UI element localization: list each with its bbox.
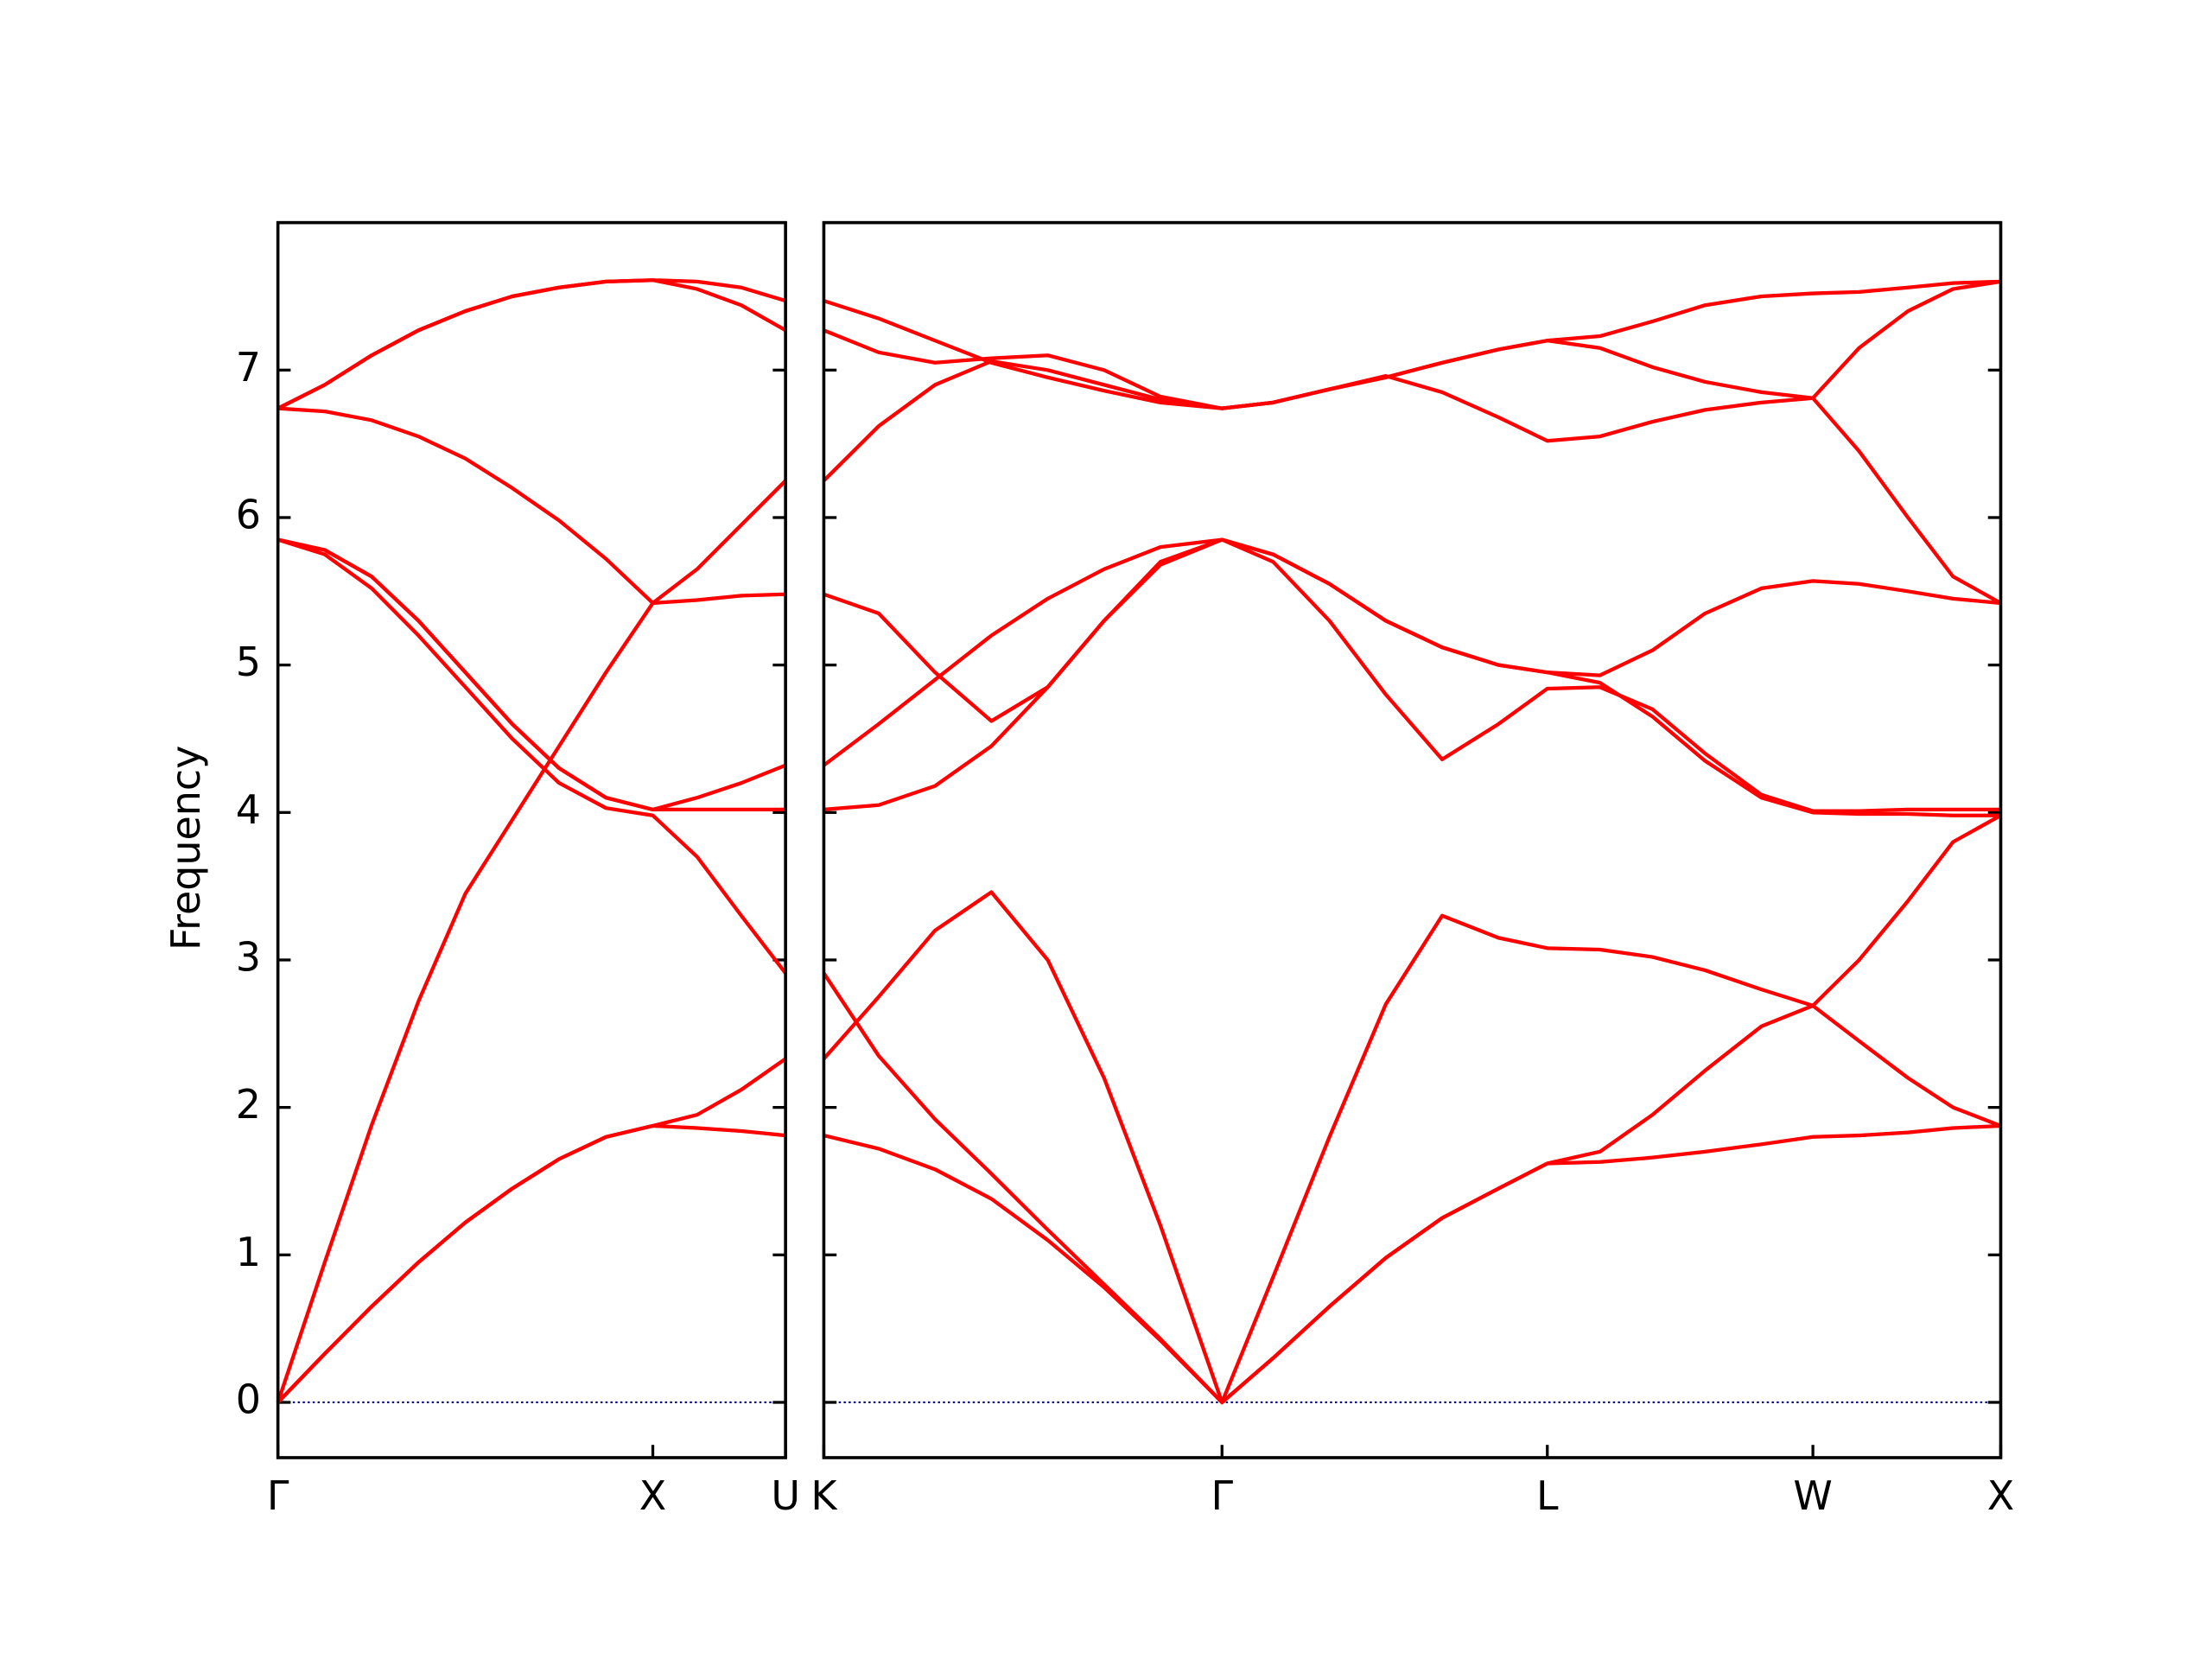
- y-tick-label: 0: [236, 1376, 261, 1422]
- y-axis-label: Frequency: [162, 746, 209, 950]
- band-line: [823, 537, 2001, 813]
- y-tick-label: 4: [236, 786, 261, 833]
- axes-frame: [822, 220, 2003, 1459]
- x-tick-label: L: [1536, 1472, 1559, 1519]
- band-line: [277, 406, 786, 606]
- y-tick-label: 7: [236, 344, 261, 391]
- band-line: [276, 1057, 787, 1404]
- band-line: [276, 479, 787, 1403]
- band-line: [276, 278, 787, 410]
- x-tick-label: Γ: [1211, 1472, 1233, 1519]
- y-tick-label: 3: [236, 933, 261, 980]
- y-tick-label: 1: [236, 1229, 261, 1275]
- x-tick-label: U: [771, 1472, 800, 1519]
- x-tick-label: K: [810, 1472, 838, 1519]
- band-line: [277, 537, 787, 975]
- x-tick-label: X: [639, 1472, 666, 1519]
- band-line: [823, 279, 2001, 410]
- y-tick-label: 6: [236, 491, 261, 537]
- x-tick-label: Γ: [267, 1472, 289, 1519]
- x-tick-label: X: [1987, 1472, 2014, 1519]
- x-tick-label: W: [1793, 1472, 1832, 1519]
- band-line: [823, 537, 2001, 723]
- y-tick-label: 2: [236, 1081, 261, 1128]
- axes-frame: [276, 220, 787, 1459]
- band-line: [822, 972, 2002, 1405]
- band-line: [277, 537, 786, 812]
- y-tick-label: 5: [236, 639, 261, 685]
- band-line: [822, 359, 2002, 605]
- band-line: [822, 813, 2002, 1405]
